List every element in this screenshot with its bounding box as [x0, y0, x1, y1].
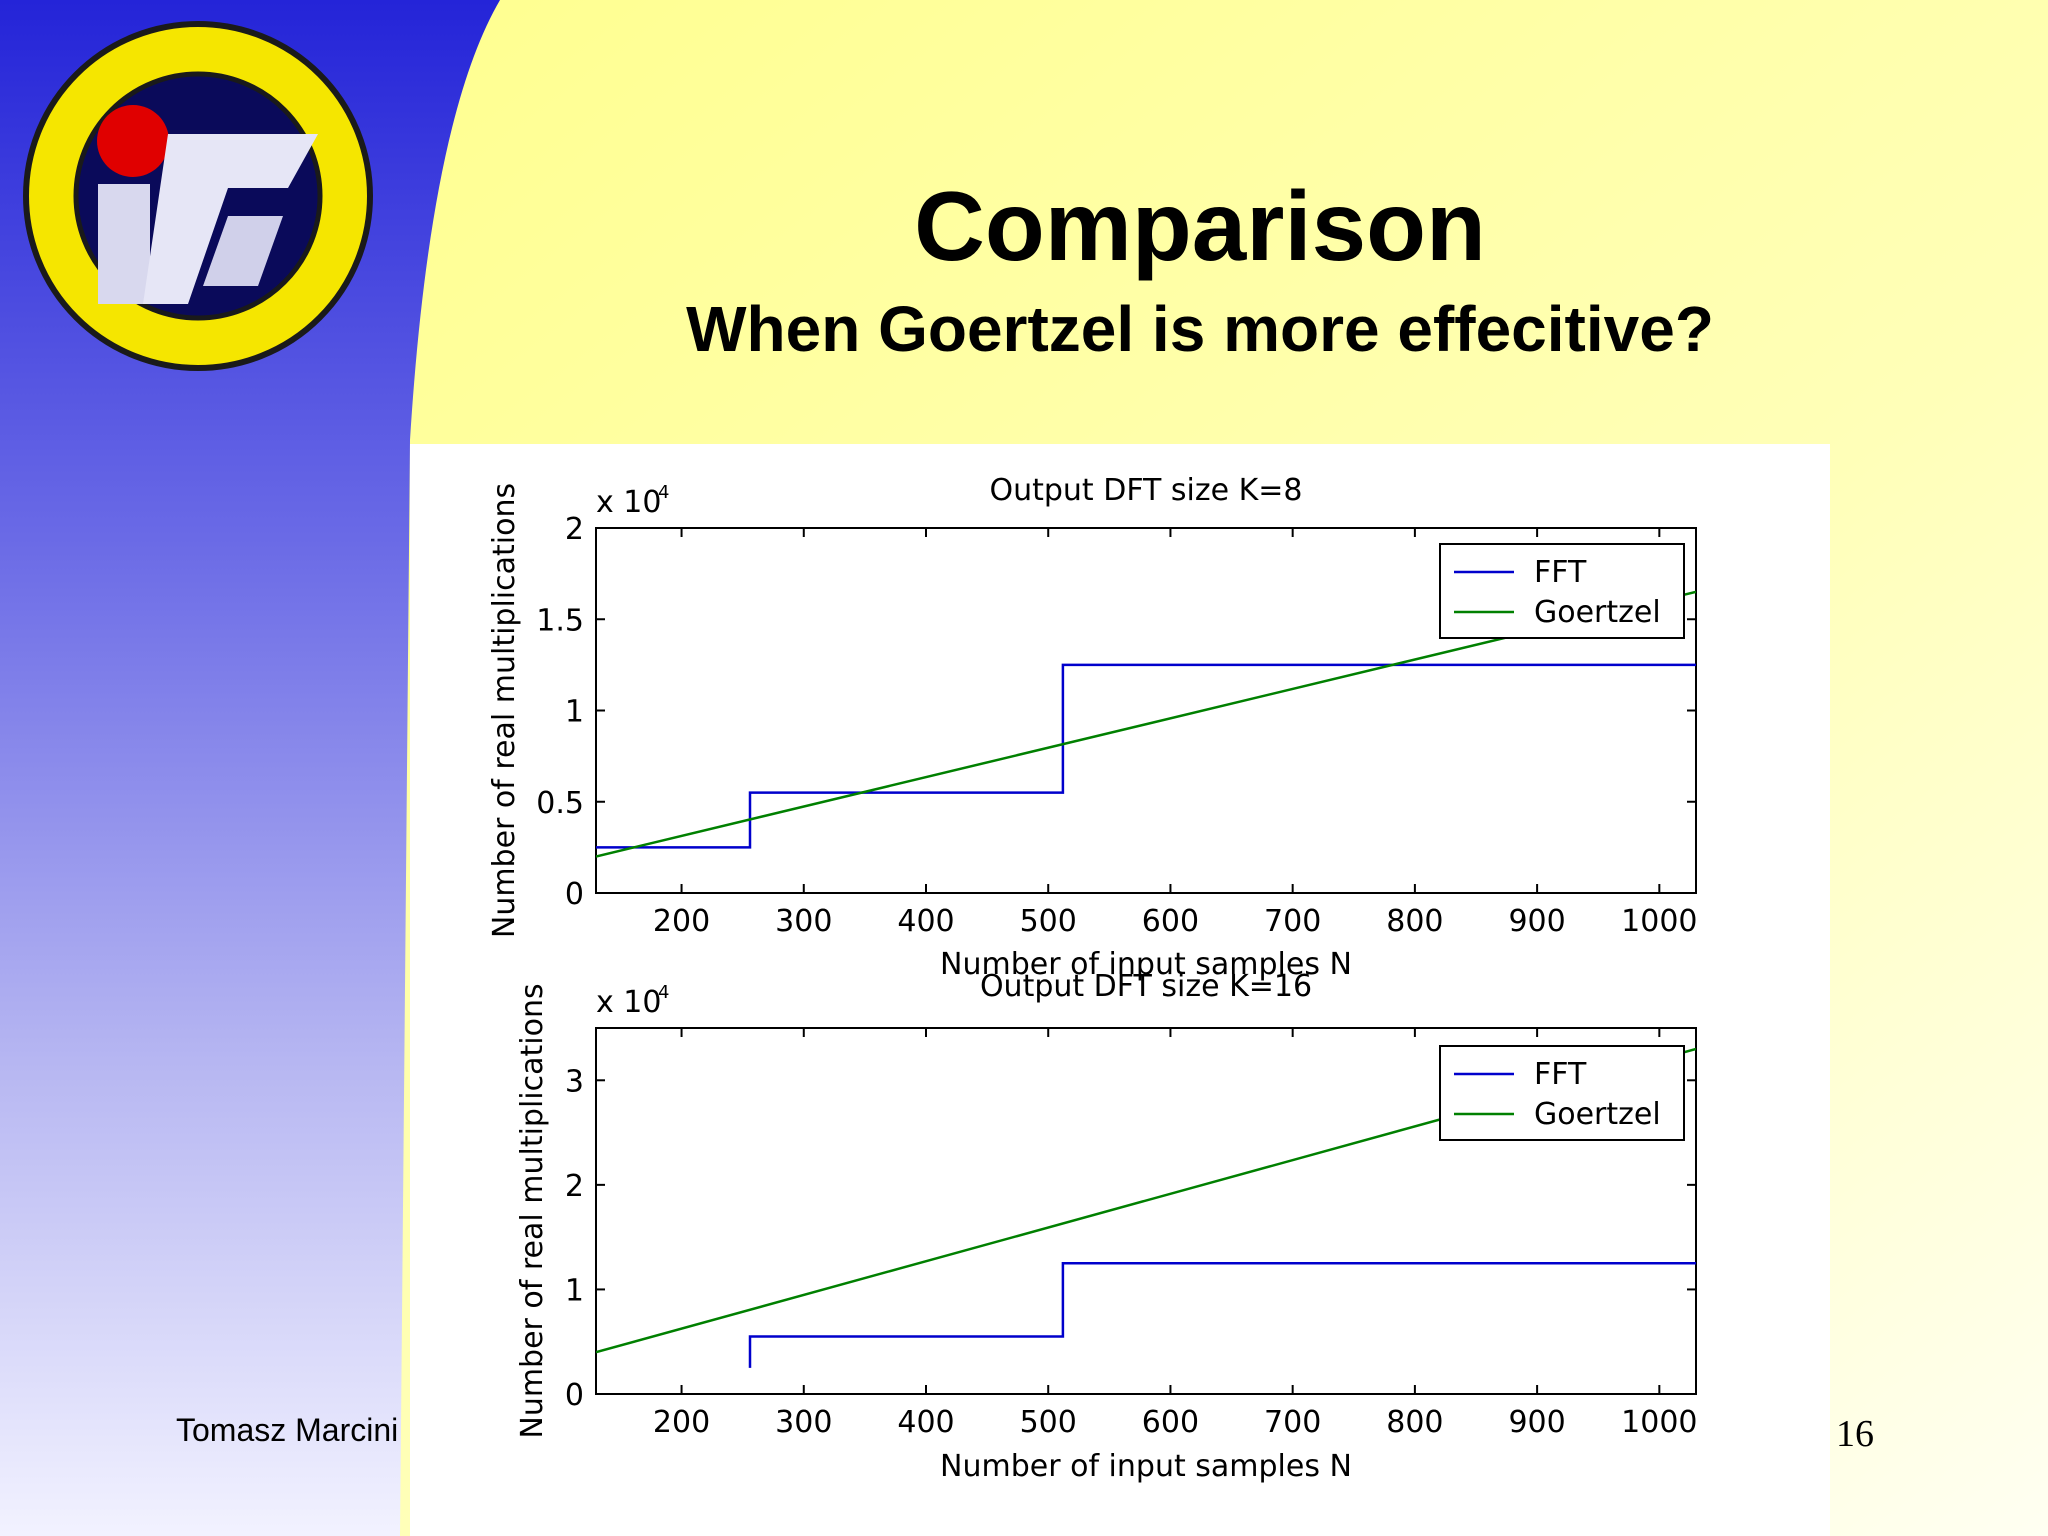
chart1-xtick-label: 900 [1508, 904, 1565, 939]
chart1-ytick-label: 1 [565, 695, 584, 730]
chart1-xtick-label: 300 [775, 904, 832, 939]
chart2-ylabel: Number of real multiplications [515, 983, 550, 1438]
chart2-xtick-label: 900 [1508, 1405, 1565, 1440]
chart2-y-multiplier-exp: 4 [658, 982, 669, 1003]
chart1-xlabel: Number of input samples N [940, 947, 1352, 982]
chart2-legend-label: FFT [1534, 1057, 1587, 1092]
chart2-xtick-label: 600 [1142, 1405, 1199, 1440]
footer-author: Tomasz Marcini [176, 1412, 399, 1448]
chart2-xlabel: Number of input samples N [940, 1449, 1352, 1484]
chart1-xtick-label: 200 [653, 904, 710, 939]
chart1-xtick-label: 500 [1020, 904, 1077, 939]
chart2-y-multiplier: x 10 [596, 985, 661, 1020]
chart2-xtick-label: 300 [775, 1405, 832, 1440]
chart2-legend-label: Goertzel [1534, 1097, 1661, 1132]
chart1-legend-label: FFT [1534, 555, 1587, 590]
chart1-ylabel: Number of real multiplications [487, 483, 522, 938]
chart-canvas: 200 300 400 500 600 700 800 900 1000 0 0.5 1 1.5 2 x 1… [487, 473, 1698, 1484]
chart2-xtick-label: 200 [653, 1405, 710, 1440]
chart2-ytick-label: 1 [565, 1273, 584, 1308]
chart2-xtick-label: 1000 [1621, 1405, 1697, 1440]
chart1-y-multiplier: x 10 [596, 485, 661, 520]
chart1-xtick-label: 700 [1264, 904, 1321, 939]
chart1-ytick-label: 0 [565, 877, 584, 912]
chart-figure: 200 300 400 500 600 700 800 900 1000 0 0.5 1 1.5 2 x 1… [410, 444, 1830, 1536]
slide-subtitle: When Goertzel is more effecitive? [686, 293, 1714, 365]
chart1-ytick-label: 0.5 [536, 786, 584, 821]
chart2-xtick-label: 700 [1264, 1405, 1321, 1440]
chart1-legend-box [1439, 543, 1685, 639]
chart1-xtick-label: 1000 [1621, 904, 1697, 939]
chart1-ytick-label: 1.5 [536, 603, 584, 638]
slide-title: Comparison [914, 171, 1486, 281]
chart2-title: Output DFT size K=16 [980, 969, 1312, 1004]
chart2-legend-box [1439, 1045, 1685, 1141]
chart2-ytick-label: 2 [565, 1169, 584, 1204]
chart1-legend-label: Goertzel [1534, 595, 1661, 630]
chart2-ytick-label: 3 [565, 1064, 584, 1099]
chart2-xtick-label: 500 [1020, 1405, 1077, 1440]
chart2-xtick-label: 800 [1386, 1405, 1443, 1440]
university-logo [23, 21, 373, 371]
chart1-series-fft [596, 663, 1696, 849]
chart1-xtick-label: 600 [1142, 904, 1199, 939]
chart2-series-fft [748, 1262, 1696, 1368]
chart1-title: Output DFT size K=8 [989, 473, 1302, 508]
chart1-xtick-label: 800 [1386, 904, 1443, 939]
page-number: 16 [1836, 1413, 1874, 1455]
chart2-ytick-label: 0 [565, 1378, 584, 1413]
chart1-xtick-label: 400 [897, 904, 954, 939]
chart1-ytick-label: 2 [565, 512, 584, 547]
chart1-y-multiplier-exp: 4 [658, 482, 669, 503]
chart2-xtick-label: 400 [897, 1405, 954, 1440]
